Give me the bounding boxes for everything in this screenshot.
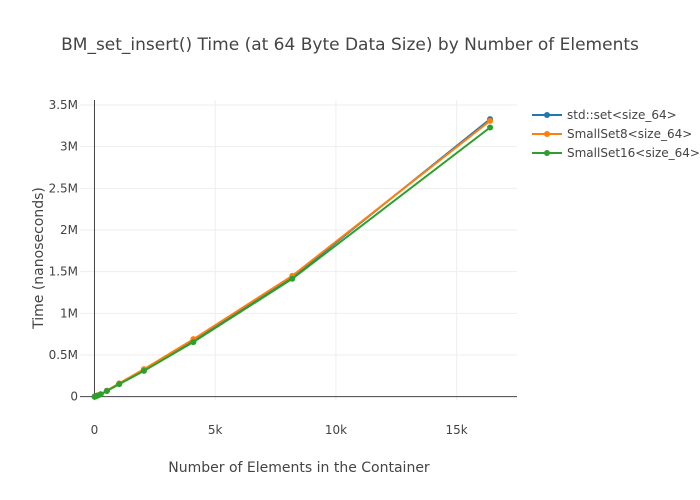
legend-item[interactable]: SmallSet16<size_64> <box>532 146 700 160</box>
x-tick-label: 0 <box>91 423 99 437</box>
legend-marker <box>544 112 550 118</box>
x-tick-label: 10k <box>325 423 347 437</box>
axes <box>80 100 517 400</box>
legend-marker <box>544 131 550 137</box>
legend-label: std::set<size_64> <box>567 108 677 122</box>
series-0 <box>91 116 494 400</box>
legend-label: SmallSet8<size_64> <box>567 127 692 141</box>
data-point <box>289 275 296 282</box>
data-point <box>97 391 104 398</box>
series-lines <box>91 116 494 400</box>
data-point <box>487 117 494 124</box>
y-tick-label: 1M <box>60 306 78 320</box>
data-point <box>487 124 494 131</box>
tick-labels: 0 0.5M 1M 1.5M 2M 2.5M 3M 3.5M 0 5k 10k 15k <box>49 98 468 437</box>
y-tick-label: 2M <box>60 223 78 237</box>
legend-marker <box>544 150 550 156</box>
y-tick-label: 0.5M <box>49 348 78 362</box>
y-tick-label: 3M <box>60 140 78 154</box>
chart-title: BM_set_insert() Time (at 64 Byte Data Si… <box>61 35 639 55</box>
x-axis-title: Number of Elements in the Container <box>168 460 430 476</box>
series-2 <box>91 124 494 400</box>
data-point <box>190 339 197 346</box>
legend[interactable]: std::set<size_64>SmallSet8<size_64>Small… <box>532 108 700 160</box>
series-1 <box>91 117 494 400</box>
data-point <box>116 381 123 388</box>
data-point <box>103 388 110 394</box>
legend-item[interactable]: SmallSet8<size_64> <box>532 127 692 141</box>
legend-item[interactable]: std::set<size_64> <box>532 108 677 122</box>
y-tick-label: 2.5M <box>49 181 78 195</box>
y-tick-label: 3.5M <box>49 98 78 112</box>
grid-lines <box>80 100 517 400</box>
legend-label: SmallSet16<size_64> <box>567 146 700 160</box>
y-tick-label: 1.5M <box>49 265 78 279</box>
data-point <box>140 367 147 374</box>
y-axis-title: Time (nanoseconds) <box>31 187 47 330</box>
y-tick-label: 0 <box>70 390 78 404</box>
x-tick-label: 15k <box>446 423 468 437</box>
x-tick-label: 5k <box>208 423 223 437</box>
